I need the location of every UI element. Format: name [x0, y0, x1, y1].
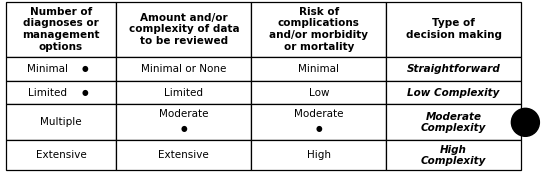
Bar: [6, 82, 116, 104]
Text: Limited: Limited: [28, 88, 67, 98]
Text: Amount and/or
complexity of data
to be reviewed: Amount and/or complexity of data to be r…: [129, 13, 239, 46]
Bar: [387, 2, 521, 56]
Bar: [387, 82, 521, 104]
Bar: [116, 82, 251, 104]
Text: High
Complexity: High Complexity: [421, 144, 486, 166]
Text: ●: ●: [82, 64, 89, 73]
Text: Extensive: Extensive: [36, 150, 86, 160]
Bar: [251, 2, 387, 56]
Text: Minimal or None: Minimal or None: [141, 64, 227, 74]
Text: Multiple: Multiple: [40, 117, 82, 127]
Bar: [251, 104, 387, 141]
Bar: [387, 56, 521, 82]
Text: Moderate: Moderate: [159, 109, 208, 119]
Text: Minimal: Minimal: [299, 64, 339, 74]
Text: Straightforward: Straightforward: [407, 64, 500, 74]
Ellipse shape: [511, 108, 539, 136]
Bar: [116, 2, 251, 56]
Bar: [6, 104, 116, 141]
Text: Extensive: Extensive: [158, 150, 209, 160]
Text: Moderate: Moderate: [294, 109, 344, 119]
Text: Moderate
Complexity: Moderate Complexity: [421, 111, 486, 133]
Bar: [116, 104, 251, 141]
Text: Type of
decision making: Type of decision making: [405, 18, 501, 40]
Text: ●: ●: [180, 124, 187, 133]
Text: Risk of
complications
and/or morbidity
or mortality: Risk of complications and/or morbidity o…: [270, 7, 368, 51]
Bar: [6, 2, 116, 56]
Bar: [116, 141, 251, 170]
Text: Number of
diagnoses or
management
options: Number of diagnoses or management option…: [22, 7, 100, 51]
Bar: [6, 141, 116, 170]
Bar: [387, 104, 521, 141]
Bar: [6, 56, 116, 82]
Text: Low: Low: [309, 88, 329, 98]
Bar: [251, 82, 387, 104]
Bar: [251, 141, 387, 170]
Text: Limited: Limited: [164, 88, 203, 98]
Text: Minimal: Minimal: [27, 64, 68, 74]
Bar: [387, 141, 521, 170]
Text: Low Complexity: Low Complexity: [407, 88, 500, 98]
Bar: [251, 56, 387, 82]
Text: ●: ●: [82, 88, 89, 97]
Bar: [116, 56, 251, 82]
Text: High: High: [307, 150, 331, 160]
Text: ●: ●: [315, 124, 322, 133]
